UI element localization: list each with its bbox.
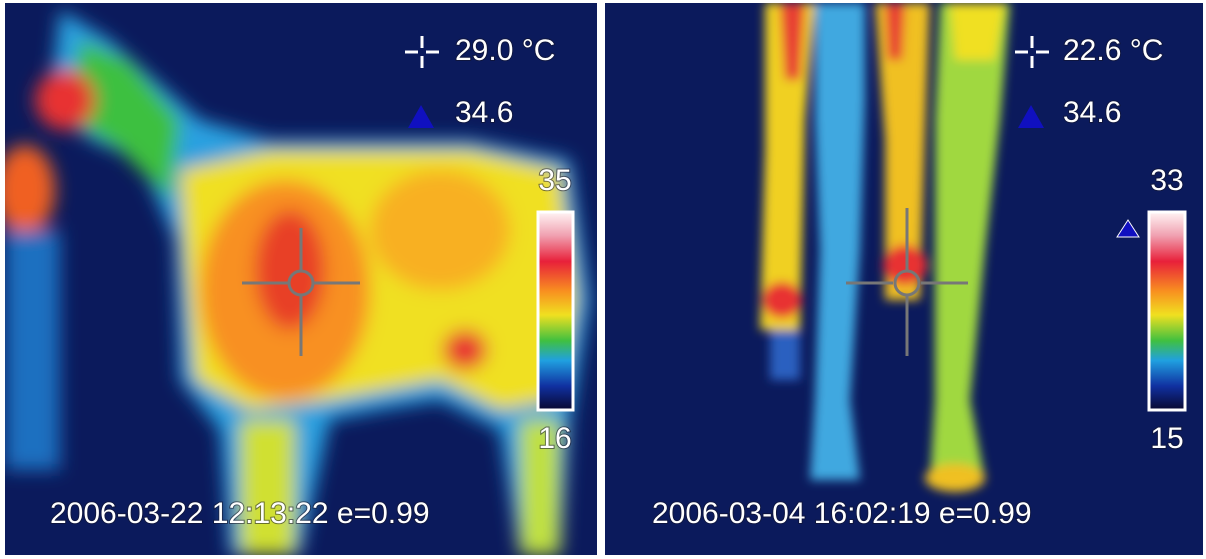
spot-temperature: 29.0 °C (455, 34, 555, 67)
thermal-images: 29.0 °C 34.6 35 16 2006-03-22 12:13:22 e… (0, 0, 1206, 559)
right-thermal-image: 22.6 °C 34.6 33 15 2006-03-04 16:02:19 e… (605, 3, 1203, 555)
timestamp: 2006-03-22 12:13:22 e=0.99 (50, 497, 430, 530)
scale-min: 16 (538, 422, 571, 455)
left-thermal-image: 29.0 °C 34.6 35 16 2006-03-22 12:13:22 e… (0, 3, 597, 555)
color-scale (538, 212, 573, 410)
max-temperature: 34.6 (1063, 96, 1121, 129)
timestamp: 2006-03-04 16:02:19 e=0.99 (652, 497, 1032, 530)
max-temperature: 34.6 (455, 96, 513, 129)
scale-max: 35 (538, 164, 571, 197)
color-scale (1149, 212, 1185, 410)
spot-temperature: 22.6 °C (1063, 34, 1163, 67)
scale-max: 33 (1150, 164, 1183, 197)
scale-min: 15 (1150, 422, 1183, 455)
